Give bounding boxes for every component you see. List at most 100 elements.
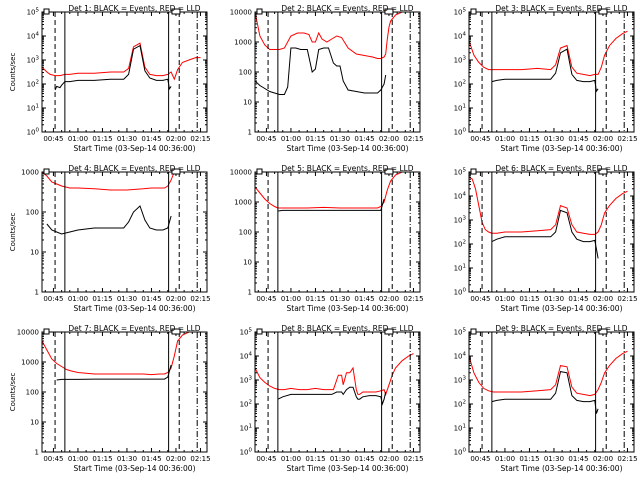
- x-tick-label: 01:30: [330, 455, 350, 463]
- marker-box: [256, 8, 263, 15]
- events-series-line: [46, 205, 172, 235]
- x-tick-label: 02:00: [166, 455, 186, 463]
- x-tick-label: 01:45: [354, 455, 374, 463]
- panel-det-6: 100 101 102 103 104 105 00:45 01:00 01:15 01:30 01…: [454, 164, 638, 313]
- y-tick-label: 101: [454, 424, 466, 433]
- events-series-line: [277, 198, 385, 212]
- x-tick-label: 02:00: [379, 455, 399, 463]
- y-axis-label: Counts/sec: [9, 53, 17, 92]
- panel-title: Det 3: BLACK = Events, RED = LLD: [495, 4, 627, 13]
- x-tick-label: 00:45: [43, 455, 63, 463]
- x-axis-label: Start Time (03-Sep-14 00:36:00): [287, 304, 409, 313]
- x-tick-label: 01:30: [117, 455, 137, 463]
- y-tick-label: 105: [240, 328, 253, 337]
- y-tick-label: 104: [454, 192, 467, 201]
- y-axis-label: Counts/sec: [9, 373, 17, 412]
- lld-series-line: [42, 332, 201, 376]
- y-tick-label: 101: [454, 104, 466, 113]
- y-tick-label: 102: [454, 80, 466, 89]
- y-tick-label: 100: [26, 209, 39, 217]
- lld-series-line: [255, 172, 414, 209]
- panel-title: Det 5: BLACK = Events, RED = LLD: [281, 164, 413, 173]
- x-tick-label: 02:00: [593, 295, 613, 303]
- x-tick-label: 02:00: [593, 455, 613, 463]
- y-tick-label: 104: [454, 352, 467, 361]
- panel-det-7: 1 10 100 1000 10000 00:45 01:00 01:15 01:30 01:45…: [9, 324, 211, 473]
- y-tick-label: 10: [243, 99, 252, 107]
- x-axis-label: Start Time (03-Sep-14 00:36:00): [74, 144, 196, 153]
- x-tick-label: 01:15: [519, 295, 539, 303]
- x-tick-label: 01:45: [354, 135, 374, 143]
- x-tick-label: 01:00: [281, 135, 301, 143]
- x-tick-label: 02:15: [190, 135, 210, 143]
- y-tick-label: 100: [26, 389, 39, 397]
- x-tick-label: 01:30: [330, 295, 350, 303]
- x-tick-label: 01:45: [568, 135, 588, 143]
- plot-frame: [468, 171, 635, 293]
- y-tick-label: 1000: [234, 39, 252, 47]
- x-tick-label: 01:30: [544, 295, 564, 303]
- y-tick-label: 105: [27, 8, 40, 17]
- y-tick-label: 100: [239, 69, 252, 77]
- marker-box: [43, 168, 50, 175]
- marker-box: [171, 8, 181, 15]
- y-axis-label: Counts/sec: [9, 213, 17, 252]
- y-tick-label: 100: [454, 288, 467, 297]
- y-tick-label: 103: [240, 376, 253, 385]
- x-tick-label: 01:00: [68, 295, 88, 303]
- x-tick-label: 01:15: [92, 295, 112, 303]
- panel-det-5: 1 10 100 1000 10000 00:45 01:00 01:15 01:30 01:45…: [230, 164, 424, 313]
- x-tick-label: 02:15: [403, 455, 423, 463]
- y-tick-label: 100: [27, 128, 40, 137]
- x-axis-label: Start Time (03-Sep-14 00:36:00): [501, 464, 623, 473]
- x-tick-label: 02:00: [166, 295, 186, 303]
- marker-box: [171, 328, 181, 335]
- x-tick-label: 01:00: [495, 295, 515, 303]
- y-tick-label: 105: [454, 328, 467, 337]
- x-axis-label: Start Time (03-Sep-14 00:36:00): [74, 464, 196, 473]
- y-tick-label: 101: [240, 424, 252, 433]
- panel-title: Det 4: BLACK = Events, RED = LLD: [68, 164, 200, 173]
- panel-det-2: 1 10 100 1000 10000 00:45 01:00 01:15 01:30 01:45…: [230, 4, 424, 153]
- x-tick-label: 01:15: [305, 135, 325, 143]
- marker-box: [598, 8, 608, 15]
- lld-series-line: [469, 176, 628, 235]
- events-series-line: [491, 48, 599, 93]
- marker-box: [171, 168, 181, 175]
- y-tick-label: 102: [240, 400, 252, 409]
- x-tick-label: 01:15: [519, 135, 539, 143]
- x-tick-label: 02:15: [190, 455, 210, 463]
- plot-frame: [41, 331, 208, 453]
- y-tick-label: 10: [30, 419, 39, 427]
- events-series-line: [277, 386, 387, 406]
- y-tick-label: 104: [27, 32, 40, 41]
- y-tick-label: 103: [27, 56, 40, 65]
- x-tick-label: 01:15: [519, 455, 539, 463]
- x-tick-label: 01:00: [68, 455, 88, 463]
- y-tick-label: 10000: [17, 329, 39, 337]
- x-tick-label: 01:30: [544, 455, 564, 463]
- lld-series-line: [42, 42, 201, 81]
- panel-title: Det 1: BLACK = Events, RED = LLD: [68, 4, 200, 13]
- x-tick-label: 02:00: [166, 135, 186, 143]
- y-tick-label: 10000: [230, 9, 252, 17]
- x-tick-label: 00:45: [43, 295, 63, 303]
- y-tick-label: 100: [240, 448, 253, 457]
- panel-title: Det 8: BLACK = Events, RED = LLD: [281, 324, 413, 333]
- x-tick-label: 00:45: [470, 455, 490, 463]
- x-tick-label: 01:30: [117, 135, 137, 143]
- lld-series-line: [469, 30, 628, 77]
- x-tick-label: 02:15: [190, 295, 210, 303]
- marker-box: [256, 328, 263, 335]
- y-tick-label: 1000: [21, 169, 39, 177]
- x-tick-label: 02:15: [403, 295, 423, 303]
- x-tick-label: 01:30: [117, 295, 137, 303]
- lld-series-line: [469, 350, 628, 397]
- y-tick-label: 100: [454, 448, 467, 457]
- panel-det-1: 100 101 102 103 104 105 00:45 01:00 01:15 01:30 01…: [9, 4, 211, 153]
- x-tick-label: 00:45: [256, 455, 276, 463]
- plot-frame: [468, 331, 635, 453]
- x-tick-label: 02:00: [379, 135, 399, 143]
- x-tick-label: 01:45: [354, 295, 374, 303]
- plot-frame: [41, 171, 208, 293]
